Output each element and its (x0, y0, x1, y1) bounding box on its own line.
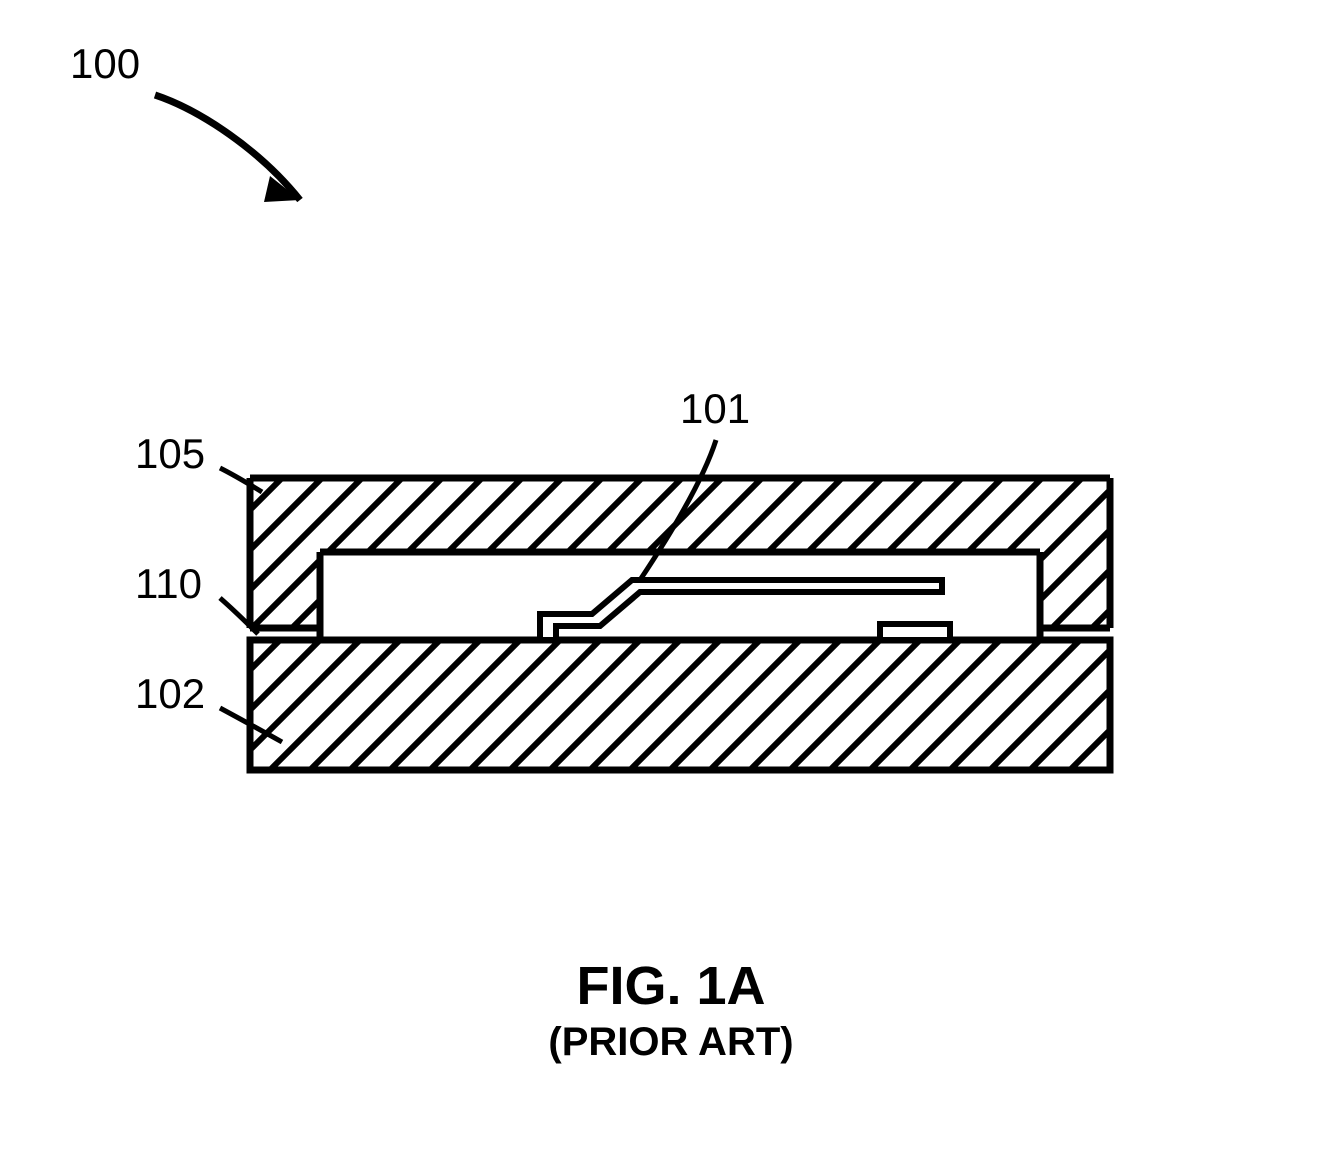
callout-110: 110 (135, 560, 202, 608)
callout-102: 102 (135, 670, 205, 718)
bottom-substrate (250, 640, 1110, 770)
callout-101: 101 (680, 385, 750, 433)
callout-100: 100 (70, 40, 140, 88)
cap-layer (250, 478, 1110, 640)
pointer-arrow-100 (155, 95, 300, 202)
contact-pad (880, 624, 950, 640)
figure-canvas: 100 105 110 102 101 FIG. 1A (PRIOR ART) (0, 0, 1342, 1149)
figure-title: FIG. 1A (0, 955, 1342, 1017)
figure-subtitle: (PRIOR ART) (0, 1020, 1342, 1065)
callout-105: 105 (135, 430, 205, 478)
